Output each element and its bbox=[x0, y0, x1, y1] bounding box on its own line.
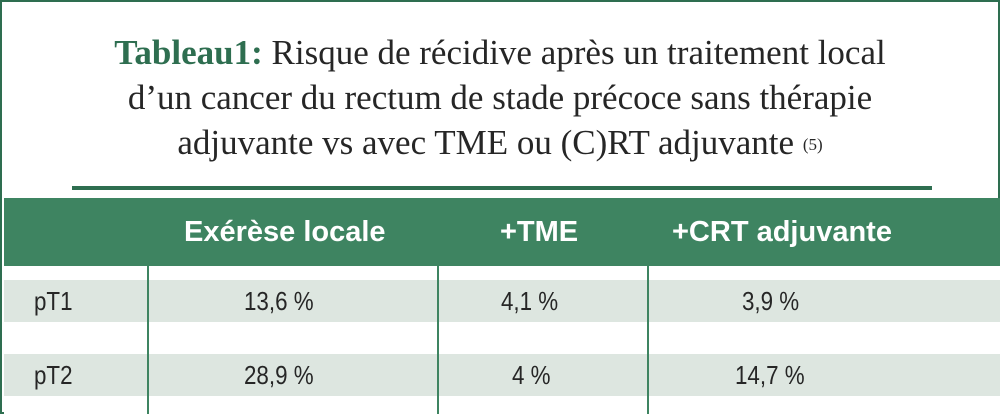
data-table: Exérèse locale +TME +CRT adjuvante pT1 1… bbox=[4, 198, 1000, 414]
table-title-line-1: Risque de récidive après un traitement l… bbox=[271, 33, 886, 72]
header-exerese-locale: Exérèse locale bbox=[184, 216, 386, 248]
cell-pt2-exerese-locale: 28,9 % bbox=[244, 360, 314, 390]
table-title-line-3: adjuvante vs avec TME ou (C)RT adjuvante bbox=[177, 123, 795, 162]
cell-pt1-exerese-locale: 13,6 % bbox=[244, 286, 314, 316]
row-label-pt2: pT2 bbox=[34, 360, 73, 390]
table-title-line-2: d’un cancer du rectum de stade précoce s… bbox=[127, 78, 873, 117]
table-title-lead: Tableau1: bbox=[114, 33, 263, 72]
row-band bbox=[4, 280, 1000, 322]
header-crt-adjuvante: +CRT adjuvante bbox=[672, 216, 892, 248]
table-row-pt1: pT1 13,6 % 4,1 % 3,9 % bbox=[4, 266, 1000, 340]
title-divider bbox=[72, 186, 932, 190]
row-label-pt1: pT1 bbox=[34, 286, 73, 316]
column-divider bbox=[647, 266, 649, 414]
cell-pt1-crt-adjuvante: 3,9 % bbox=[742, 286, 800, 316]
table-row-pt2: pT2 28,9 % 4 % 14,7 % bbox=[4, 340, 1000, 414]
cell-pt2-tme: 4 % bbox=[512, 360, 551, 390]
table-header-row: Exérèse locale +TME +CRT adjuvante bbox=[4, 198, 1000, 266]
cell-pt1-tme: 4,1 % bbox=[501, 286, 559, 316]
row-band bbox=[4, 354, 1000, 396]
column-divider bbox=[147, 266, 149, 414]
cell-pt2-crt-adjuvante: 14,7 % bbox=[735, 360, 805, 390]
header-tme: +TME bbox=[500, 216, 579, 248]
reference-superscript: (5) bbox=[802, 135, 823, 154]
table-title: Tableau1: Risque de récidive après un tr… bbox=[22, 30, 978, 165]
column-divider bbox=[437, 266, 439, 414]
